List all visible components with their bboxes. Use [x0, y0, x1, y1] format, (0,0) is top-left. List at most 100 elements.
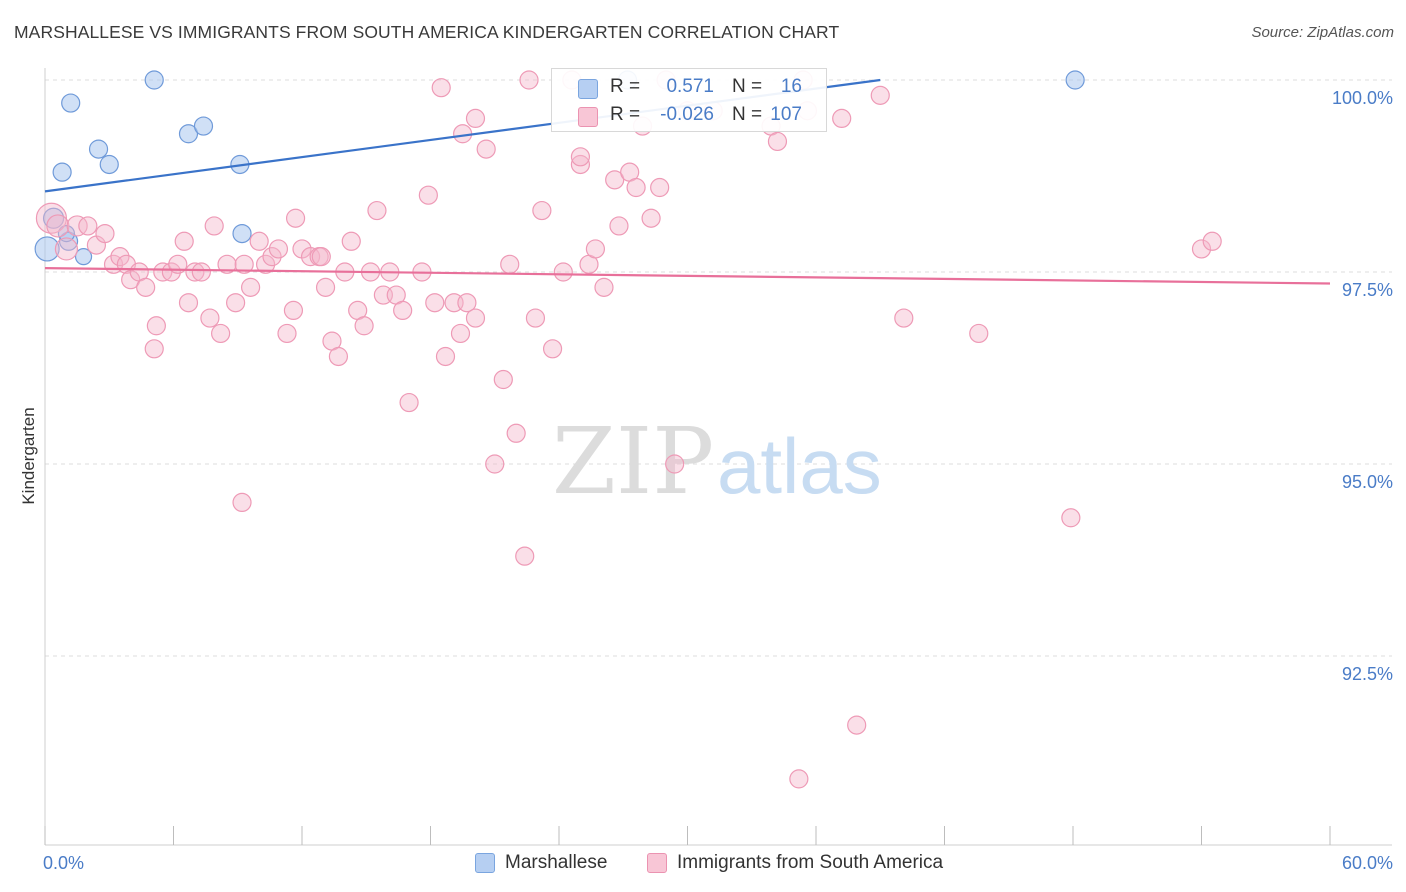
data-point: [650, 177, 670, 198]
data-point: [969, 323, 989, 344]
stats-n-label: N =: [732, 76, 763, 97]
data-point: [328, 346, 349, 367]
watermark-zip: ZIP: [552, 408, 714, 515]
legend-label: Marshallese: [505, 852, 608, 873]
data-point: [532, 200, 552, 221]
legend-label: Immigrants from South America: [677, 852, 944, 873]
watermark: ZIP atlas: [552, 408, 882, 515]
y-tick-label: 100.0%: [1332, 88, 1393, 108]
data-point: [66, 215, 88, 237]
data-point: [847, 715, 867, 735]
data-point: [54, 237, 79, 261]
data-point: [99, 154, 119, 175]
data-point: [393, 300, 413, 320]
data-point: [234, 254, 254, 274]
data-point: [110, 247, 130, 267]
legend-swatch-blue: [475, 853, 495, 873]
stats-n-value: 16: [780, 76, 802, 97]
stats-row-south-america: R = -0.026 N = 107: [552, 101, 826, 131]
data-point: [34, 236, 60, 262]
stats-r-label: R =: [610, 76, 641, 97]
data-point: [241, 277, 261, 297]
data-point: [161, 262, 181, 282]
stats-n-value: 107: [770, 104, 802, 125]
data-point: [226, 293, 246, 313]
data-point: [594, 277, 614, 297]
data-point: [1191, 239, 1212, 259]
data-point: [46, 214, 70, 238]
data-point: [485, 454, 505, 474]
x-tick-label: 0.0%: [43, 853, 84, 873]
data-point: [262, 247, 282, 267]
data-point: [1065, 70, 1085, 90]
data-point: [832, 108, 852, 129]
data-point: [185, 262, 205, 282]
data-point: [144, 70, 164, 90]
data-point: [894, 308, 914, 328]
data-point: [525, 308, 546, 328]
series-south-america: [35, 70, 1222, 789]
data-point: [74, 248, 93, 266]
data-point: [285, 208, 306, 228]
data-point: [789, 769, 809, 789]
data-point: [493, 369, 513, 390]
data-point: [425, 293, 445, 313]
trend-line-south-america: [44, 267, 1331, 285]
data-points: [34, 70, 1222, 789]
data-point: [570, 147, 591, 167]
stats-n-label: N =: [732, 104, 763, 125]
watermark-atlas: atlas: [717, 422, 882, 510]
data-point: [609, 216, 629, 236]
data-point: [435, 346, 456, 367]
data-point: [217, 254, 237, 274]
data-point: [249, 231, 269, 251]
data-point: [367, 200, 387, 221]
data-point: [465, 108, 486, 129]
stats-swatch-pink: [578, 107, 598, 127]
y-tick-label: 97.5%: [1342, 280, 1393, 300]
data-point: [450, 323, 471, 344]
data-point: [146, 316, 166, 336]
data-point: [465, 308, 486, 328]
data-point: [542, 339, 563, 359]
legend-item-south-america[interactable]: Immigrants from South America: [647, 852, 943, 874]
data-point: [42, 207, 65, 229]
data-point: [399, 392, 419, 413]
data-point: [665, 454, 685, 474]
data-point: [585, 239, 606, 259]
data-point: [1061, 508, 1081, 528]
data-point: [191, 262, 211, 282]
data-point: [52, 162, 72, 182]
y-tick-label: 95.0%: [1342, 472, 1393, 492]
data-point: [476, 139, 496, 159]
data-point: [211, 323, 231, 344]
data-point: [232, 492, 252, 512]
data-point: [315, 277, 336, 297]
x-tick-label: 60.0%: [1342, 853, 1393, 873]
stats-swatch-blue: [578, 79, 598, 99]
y-tick-label: 92.5%: [1342, 664, 1393, 684]
axes: [44, 68, 1392, 846]
data-point: [232, 224, 252, 244]
data-point: [136, 277, 156, 297]
data-point: [61, 93, 81, 113]
data-point: [277, 323, 297, 344]
data-point: [1202, 231, 1222, 251]
data-point: [341, 231, 361, 251]
data-point: [178, 293, 199, 313]
legend-item-marshallese[interactable]: Marshallese: [475, 852, 607, 874]
stats-r-label: R =: [610, 104, 641, 125]
stats-legend: R = 0.571 N = 16 R = -0.026 N = 107: [551, 68, 827, 132]
data-point: [519, 70, 539, 90]
data-point: [178, 124, 199, 144]
data-point: [311, 247, 331, 267]
data-point: [418, 185, 438, 205]
axis-labels: 100.0% 97.5% 95.0% 92.5% 0.0% 60.0% Kindergart…: [19, 88, 1393, 873]
data-point: [641, 208, 661, 228]
data-point: [268, 239, 289, 259]
data-point: [515, 546, 535, 566]
data-point: [144, 339, 164, 359]
data-point: [553, 262, 573, 282]
data-point: [283, 300, 304, 320]
